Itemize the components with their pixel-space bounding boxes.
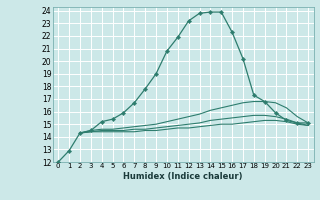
X-axis label: Humidex (Indice chaleur): Humidex (Indice chaleur) bbox=[124, 172, 243, 181]
